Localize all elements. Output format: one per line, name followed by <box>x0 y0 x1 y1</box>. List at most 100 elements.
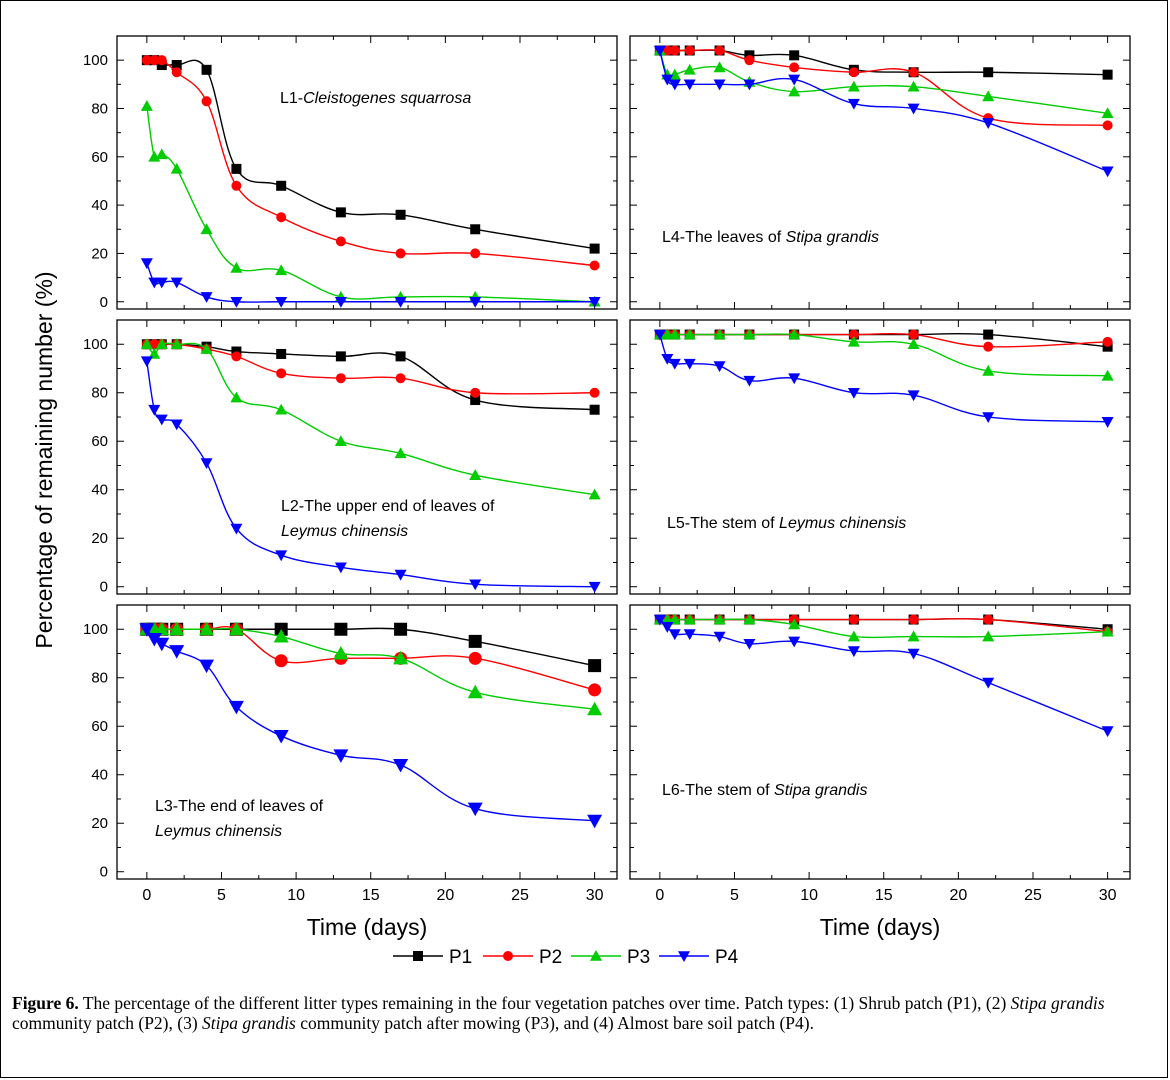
panel-L3: 0 5 10 15 20 25 30 0 20 40 60 80 100 L3-The end of le… <box>83 604 618 904</box>
point-P4 <box>653 45 666 57</box>
series-line-P2 <box>659 332 1108 348</box>
point-P4 <box>847 387 860 399</box>
x-tick-label: 0 <box>142 887 151 904</box>
point-P4 <box>393 759 409 773</box>
y-tick-label: 0 <box>100 864 108 881</box>
series-P4 <box>139 623 603 829</box>
y-tick-label: 60 <box>91 718 108 735</box>
point-P1 <box>395 351 406 362</box>
point-P1 <box>171 59 182 70</box>
x-tick-label: 25 <box>511 887 529 904</box>
panel-label: Leymus chinensis <box>281 523 408 540</box>
legend-marker <box>590 950 602 961</box>
panel-label-part: L4-The leaves of <box>662 229 786 246</box>
point-P3 <box>230 261 243 273</box>
panel-label: L4-The leaves of Stipa grandis <box>662 229 879 246</box>
point-P3 <box>982 90 995 102</box>
point-P4 <box>907 103 920 115</box>
point-P2 <box>662 45 673 56</box>
point-P3 <box>394 447 407 459</box>
point-P3 <box>713 61 726 73</box>
series-P4 <box>140 258 601 308</box>
point-P3 <box>154 621 170 636</box>
series-P3 <box>653 328 1114 381</box>
point-P1 <box>334 622 348 636</box>
point-P4 <box>588 581 601 593</box>
point-P2 <box>276 212 287 223</box>
y-axis-label: Percentage of remaining number (%) <box>31 271 57 648</box>
series-line-P3 <box>146 105 595 303</box>
point-P3 <box>467 684 483 699</box>
point-P1 <box>589 404 600 415</box>
point-P2 <box>848 614 859 625</box>
point-P1 <box>394 622 408 636</box>
point-P4 <box>847 646 860 658</box>
point-P4 <box>661 353 674 365</box>
point-P3 <box>393 650 409 665</box>
point-P4 <box>743 375 756 387</box>
point-P2 <box>908 329 919 340</box>
point-P3 <box>273 629 289 643</box>
series-line-P3 <box>659 618 1108 639</box>
panel-label-part: Leymus chinensis <box>779 515 906 532</box>
series-line-P2 <box>146 626 595 691</box>
series-line-P3 <box>146 627 595 710</box>
panel-frame <box>116 604 618 880</box>
point-P1 <box>470 395 481 406</box>
panel-label: L3-The end of leaves of <box>155 798 324 815</box>
point-P3 <box>333 645 349 660</box>
legend-item-P1: P1 <box>393 947 472 968</box>
series-line-P4 <box>659 50 1108 172</box>
point-P1 <box>276 348 287 359</box>
series-line-P3 <box>146 342 595 496</box>
point-P2 <box>141 55 152 66</box>
point-P3 <box>1101 625 1114 637</box>
point-P2 <box>983 341 994 352</box>
point-P3 <box>588 488 601 500</box>
point-P4 <box>1101 166 1114 178</box>
point-P4 <box>982 118 995 129</box>
point-P1 <box>1102 69 1113 80</box>
caption-label: Figure 6. <box>12 993 79 1013</box>
point-P4 <box>847 98 860 110</box>
point-P4 <box>169 645 185 659</box>
point-P4 <box>170 419 183 431</box>
point-P2 <box>588 683 602 697</box>
point-P4 <box>334 296 347 308</box>
point-P4 <box>683 358 696 370</box>
y-tick-label: 80 <box>91 670 108 687</box>
point-P4 <box>1101 417 1114 428</box>
point-P4 <box>661 74 674 86</box>
point-P2 <box>714 45 725 56</box>
point-P2 <box>789 62 800 73</box>
point-P3 <box>713 328 726 340</box>
point-P2 <box>171 67 182 78</box>
point-P3 <box>907 630 920 642</box>
point-P3 <box>155 148 168 160</box>
series-P2 <box>654 329 1113 352</box>
panel-frame <box>629 319 1131 595</box>
point-P4 <box>394 296 407 308</box>
point-P4 <box>587 814 603 829</box>
point-P4 <box>668 629 681 641</box>
point-P2 <box>589 387 600 398</box>
point-P4 <box>200 292 213 303</box>
panel-label: L6-The stem of Stipa grandis <box>662 782 867 799</box>
point-P2 <box>589 260 600 271</box>
point-P2 <box>1102 336 1113 347</box>
y-tick-label: 100 <box>83 621 108 638</box>
point-P3 <box>788 85 801 97</box>
point-P3 <box>982 630 995 642</box>
caption-text: The percentage of the different litter t… <box>12 993 1105 1033</box>
legend-item-P2: P2 <box>483 947 562 968</box>
point-P4 <box>154 637 170 652</box>
point-P2 <box>908 67 919 78</box>
point-P4 <box>982 412 995 423</box>
point-P2 <box>149 339 160 350</box>
point-P4 <box>743 79 756 91</box>
y-tick-label: 100 <box>83 336 108 353</box>
x-tick-label: 5 <box>217 887 226 904</box>
panel-label: L1-Cleistogenes squarrosa <box>280 90 471 107</box>
point-P3 <box>683 63 696 75</box>
